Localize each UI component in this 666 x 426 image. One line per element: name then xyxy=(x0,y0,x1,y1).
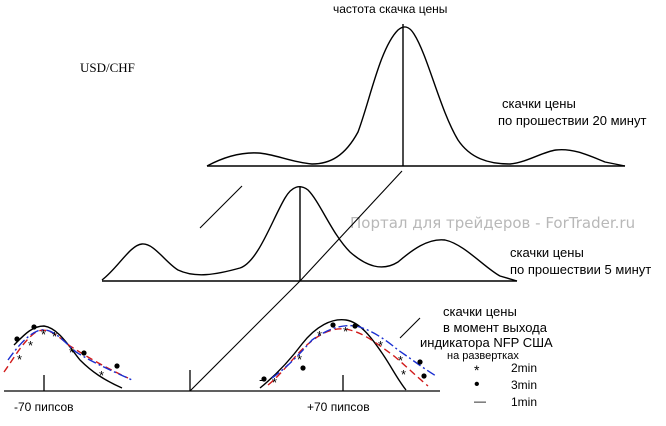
right-cluster: ** * *** *- xyxy=(259,319,437,391)
svg-text:*: * xyxy=(297,352,302,367)
left-2min-curve xyxy=(3,329,129,379)
right-1min-curve xyxy=(259,319,407,391)
curve-5min xyxy=(101,186,518,282)
svg-text:*: * xyxy=(99,368,104,383)
curve-nfp-label-line3: индикатора NFP США xyxy=(420,335,553,350)
svg-text:*: * xyxy=(398,353,403,368)
right-2min-curve xyxy=(267,328,429,387)
svg-text:*: * xyxy=(317,328,322,343)
curve-20min-line xyxy=(206,26,626,167)
curve-5min-label-line1: скачки цены xyxy=(510,245,584,260)
curve-nfp-label-line2: в момент выхода xyxy=(443,320,548,335)
legend-2min-label: 2min xyxy=(511,361,537,375)
bottom-axis xyxy=(4,370,440,392)
legend-2min-symbol: * xyxy=(474,362,480,378)
right-axis-label: +70 пипсов xyxy=(307,400,370,414)
left-axis-label: -70 пипсов xyxy=(14,400,74,414)
legend-3min-label: 3min xyxy=(511,378,537,392)
svg-text:*: * xyxy=(378,338,383,353)
left-3min-curve xyxy=(7,329,133,381)
svg-text:*: * xyxy=(343,324,348,339)
watermark: Портал для трейдеров - ForTrader.ru xyxy=(350,214,635,232)
curve-nfp-label-line4: на развертках xyxy=(447,350,519,362)
svg-text:-: - xyxy=(259,372,263,387)
perspective-lines xyxy=(189,170,421,392)
curve-5min-label-line2: по прошествии 5 минут xyxy=(510,262,651,277)
left-1min-curve xyxy=(13,325,123,389)
svg-text:*: * xyxy=(52,329,57,344)
svg-text:*: * xyxy=(41,327,46,342)
curve-20min-label-line2: по прошествии 20 минут xyxy=(498,113,646,128)
diagram-title: частота скачка цены xyxy=(333,2,447,16)
left-cluster: * * * * * * xyxy=(3,324,133,389)
legend-1min-symbol: — xyxy=(474,394,486,408)
pair-label: USD/CHF xyxy=(80,60,135,75)
svg-text:*: * xyxy=(28,338,33,353)
curve-20min xyxy=(206,24,626,167)
legend-3min-symbol: • xyxy=(474,376,480,393)
legend: * 2min • 3min — 1min xyxy=(474,361,537,409)
legend-1min-label: 1min xyxy=(511,395,537,409)
svg-text:*: * xyxy=(69,345,74,360)
svg-text:*: * xyxy=(272,375,277,390)
curve-nfp-label-line1: скачки цены xyxy=(443,304,517,319)
curve-5min-line xyxy=(101,186,518,282)
svg-text:*: * xyxy=(401,367,406,382)
curve-20min-label-line1: скачки цены xyxy=(502,96,576,111)
svg-text:*: * xyxy=(17,352,22,367)
